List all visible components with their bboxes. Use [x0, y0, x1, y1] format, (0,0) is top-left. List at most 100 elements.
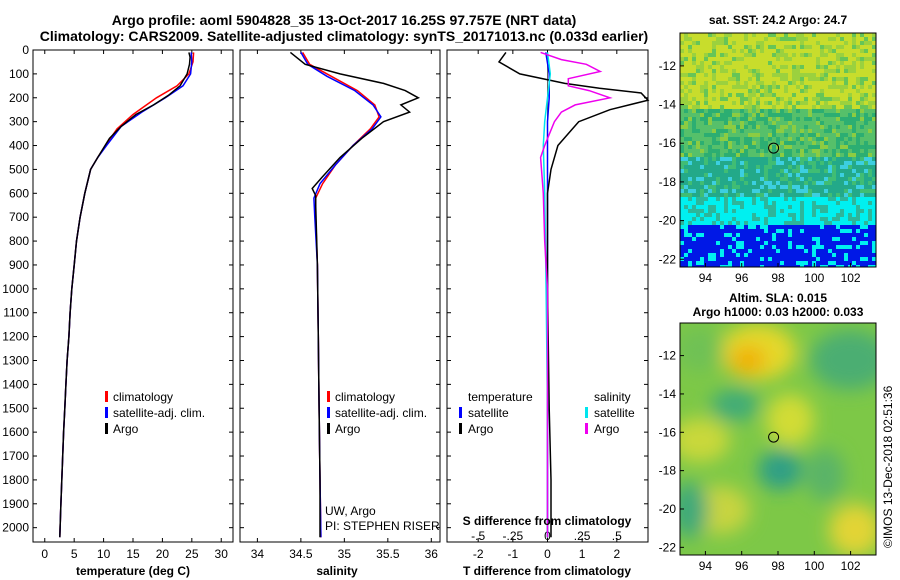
- sst-cell: [684, 89, 688, 93]
- sst-cell: [836, 93, 840, 97]
- sst-cell: [844, 73, 848, 77]
- sst-cell: [812, 153, 816, 157]
- sst-cell: [840, 105, 844, 109]
- sst-cell: [852, 201, 856, 205]
- sst-cell: [748, 201, 752, 205]
- sst-cell: [844, 97, 848, 101]
- sst-cell: [824, 265, 828, 267]
- sst-cell: [724, 217, 728, 221]
- sst-cell: [768, 49, 772, 53]
- sst-cell: [768, 153, 772, 157]
- sst-cell: [836, 113, 840, 117]
- sst-cell: [816, 193, 820, 197]
- sst-cell: [772, 185, 776, 189]
- sst-cell: [740, 209, 744, 213]
- sst-cell: [808, 261, 812, 265]
- sst-cell: [736, 201, 740, 205]
- sst-cell: [720, 173, 724, 177]
- sst-cell: [704, 97, 708, 101]
- sst-cell: [864, 105, 868, 109]
- sst-cell: [788, 121, 792, 125]
- sst-cell: [740, 233, 744, 237]
- sst-cell: [764, 217, 768, 221]
- sst-cell: [844, 233, 848, 237]
- sst-cell: [736, 133, 740, 137]
- sst-cell: [704, 177, 708, 181]
- sst-cell: [808, 41, 812, 45]
- sst-cell: [812, 149, 816, 153]
- sst-cell: [800, 129, 804, 133]
- x-tick-label: 25: [185, 547, 199, 561]
- sst-cell: [792, 37, 796, 41]
- sst-cell: [692, 149, 696, 153]
- sst-cell: [828, 253, 832, 257]
- sst-cell: [768, 193, 772, 197]
- sst-cell: [708, 161, 712, 165]
- sst-cell: [784, 37, 788, 41]
- sst-cell: [700, 217, 704, 221]
- s-difference-x-label: S difference from climatology: [463, 514, 632, 528]
- sst-cell: [788, 205, 792, 209]
- sst-cell: [736, 185, 740, 189]
- sst-cell: [692, 41, 696, 45]
- sst-cell: [792, 45, 796, 49]
- sst-cell: [720, 261, 724, 265]
- x-tick-label: 35.5: [376, 547, 400, 561]
- sst-cell: [716, 153, 720, 157]
- sst-cell: [816, 225, 820, 229]
- sst-cell: [780, 69, 784, 73]
- sst-cell: [832, 201, 836, 205]
- sst-cell: [856, 209, 860, 213]
- sst-cell: [712, 81, 716, 85]
- sst-cell: [808, 57, 812, 61]
- sst-cell: [860, 241, 864, 245]
- sst-cell: [788, 217, 792, 221]
- sst-cell: [840, 93, 844, 97]
- sst-cell: [712, 237, 716, 241]
- sst-cell: [728, 137, 732, 141]
- sst-cell: [864, 189, 868, 193]
- sst-cell: [708, 133, 712, 137]
- sst-cell: [732, 45, 736, 49]
- sst-cell: [772, 145, 776, 149]
- sst-cell: [816, 109, 820, 113]
- sst-cell: [784, 49, 788, 53]
- sst-cell: [692, 245, 696, 249]
- sst-cell: [724, 189, 728, 193]
- sst-cell: [760, 37, 764, 41]
- sst-cell: [788, 169, 792, 173]
- sst-cell: [708, 85, 712, 89]
- sst-cell: [728, 41, 732, 45]
- sst-cell: [820, 253, 824, 257]
- sst-cell: [816, 117, 820, 121]
- sst-cell: [732, 149, 736, 153]
- sst-cell: [756, 233, 760, 237]
- sst-cell: [776, 245, 780, 249]
- sst-cell: [780, 221, 784, 225]
- sst-cell: [712, 189, 716, 193]
- sst-cell: [852, 125, 856, 129]
- sst-cell: [724, 49, 728, 53]
- sst-cell: [724, 233, 728, 237]
- sst-cell: [732, 257, 736, 261]
- sst-cell: [784, 33, 788, 37]
- sst-cell: [736, 53, 740, 57]
- sst-cell: [752, 217, 756, 221]
- sst-cell: [764, 69, 768, 73]
- sst-cell: [812, 69, 816, 73]
- sst-cell: [844, 237, 848, 241]
- sst-cell: [740, 145, 744, 149]
- sst-cell: [756, 205, 760, 209]
- sst-cell: [824, 225, 828, 229]
- sst-cell: [832, 245, 836, 249]
- sst-cell: [856, 217, 860, 221]
- sst-cell: [848, 165, 852, 169]
- sst-cell: [772, 177, 776, 181]
- sst-cell: [788, 117, 792, 121]
- sst-cell: [852, 181, 856, 185]
- sst-cell: [688, 213, 692, 217]
- sst-cell: [776, 257, 780, 261]
- sst-cell: [824, 201, 828, 205]
- sst-cell: [788, 61, 792, 65]
- sst-cell: [760, 121, 764, 125]
